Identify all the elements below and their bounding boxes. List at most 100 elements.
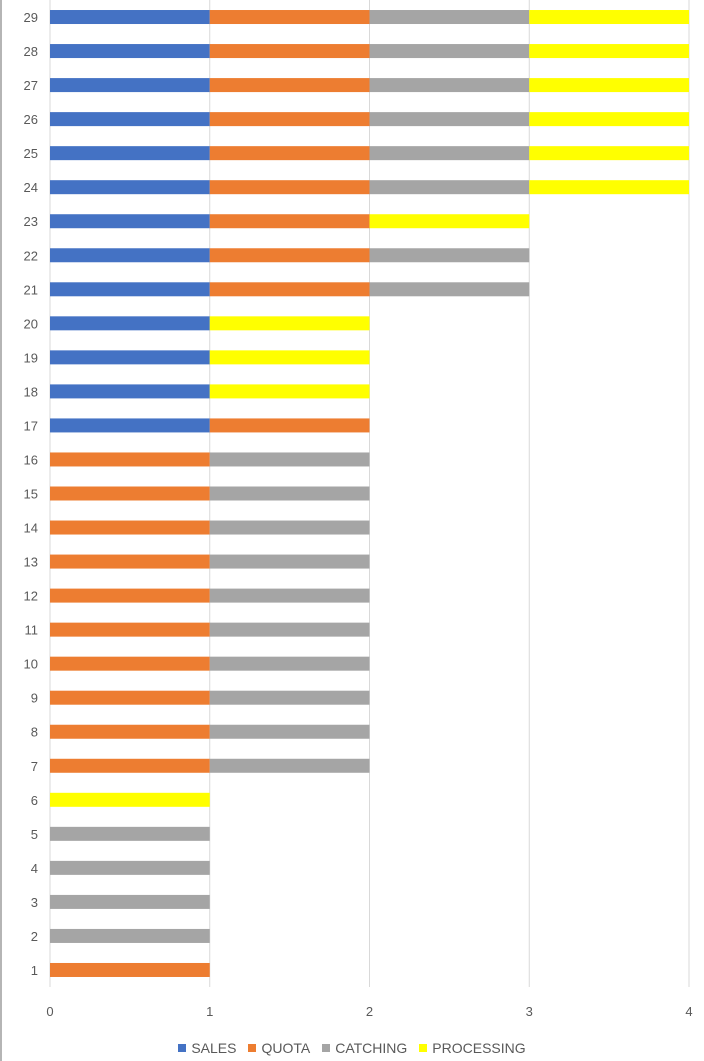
y-tick-label: 24 [24, 180, 38, 195]
y-tick-label: 18 [24, 384, 38, 399]
bar-segment [50, 928, 210, 943]
y-tick-label: 3 [31, 895, 38, 910]
bar-segment [369, 44, 530, 59]
bar-segment [369, 180, 530, 195]
bar-segment [50, 860, 210, 875]
x-tick-label: 4 [685, 1004, 692, 1019]
bar-segment [50, 520, 210, 535]
bar-segment [209, 520, 370, 535]
bar-segment [209, 282, 370, 297]
y-tick-label: 25 [24, 146, 38, 161]
bar-segment [50, 656, 210, 671]
legend-label: PROCESSING [432, 1040, 526, 1056]
bar-segment [529, 78, 689, 93]
bar-segment [50, 758, 210, 773]
legend-label: QUOTA [261, 1040, 311, 1056]
y-tick-label: 19 [24, 350, 38, 365]
bar-segment [209, 656, 370, 671]
bar-segment [209, 146, 370, 161]
bar-segment [209, 588, 370, 603]
bar-segment [209, 486, 370, 501]
bar-segment [50, 486, 210, 501]
bar-segment [209, 690, 370, 705]
bar-segment [50, 44, 210, 59]
bar-segment [209, 44, 370, 59]
y-tick-label: 21 [24, 282, 38, 297]
bar-segment [50, 554, 210, 569]
bar-segment [50, 10, 210, 25]
bar-segment [50, 452, 210, 467]
legend-item: QUOTA [248, 1040, 310, 1056]
bar-segment [369, 78, 530, 93]
legend-item: CATCHING [322, 1040, 407, 1056]
bar-segment [209, 350, 370, 365]
bar-segment [369, 248, 530, 263]
y-tick-label: 29 [24, 10, 38, 25]
y-tick-label: 12 [24, 589, 38, 604]
bar-segment [50, 962, 210, 977]
y-tick-label: 27 [24, 78, 38, 93]
chart-legend: SALES QUOTA CATCHING PROCESSING [0, 1040, 704, 1056]
legend-swatch [248, 1044, 257, 1052]
bar-segment [209, 418, 370, 433]
y-tick-label: 26 [24, 112, 38, 127]
bar-segment [50, 78, 210, 93]
y-tick-label: 8 [31, 725, 38, 740]
bar-segment [50, 622, 210, 637]
bar-segment [529, 10, 689, 25]
bar-segment [50, 418, 210, 433]
legend-label: SALES [191, 1040, 237, 1056]
y-tick-label: 22 [24, 248, 38, 263]
legend-label: CATCHING [335, 1040, 408, 1056]
y-tick-label: 17 [24, 418, 38, 433]
bar-segment [50, 282, 210, 297]
y-tick-label: 6 [31, 793, 38, 808]
y-tick-label: 5 [31, 827, 38, 842]
y-tick-label: 14 [24, 521, 38, 536]
y-tick-label: 11 [25, 623, 39, 638]
bar-segment [209, 758, 370, 773]
y-tick-label: 13 [24, 555, 38, 570]
y-tick-label: 10 [24, 657, 38, 672]
bar-segment [209, 452, 370, 467]
bar-segment [369, 146, 530, 161]
bar-segment [50, 350, 210, 365]
bar-segment [209, 180, 370, 195]
y-tick-label: 20 [24, 316, 38, 331]
y-tick-label: 28 [24, 44, 38, 59]
legend-swatch [419, 1044, 428, 1052]
bar-segment [369, 282, 530, 297]
legend-item: PROCESSING [419, 1040, 526, 1056]
bar-segment [529, 180, 689, 195]
bar-segment [529, 44, 689, 59]
bar-segment [369, 10, 530, 25]
x-tick-label: 2 [366, 1004, 373, 1019]
x-tick-label: 3 [526, 1004, 533, 1019]
bar-segment [209, 248, 370, 263]
legend-swatch [178, 1044, 187, 1052]
y-tick-label: 16 [24, 452, 38, 467]
bar-segment [50, 180, 210, 195]
bar-segment [50, 248, 210, 263]
bar-segment [209, 214, 370, 229]
x-tick-label: 0 [46, 1004, 53, 1019]
bar-segment [209, 78, 370, 93]
y-tick-label: 7 [31, 759, 38, 774]
y-tick-label: 23 [24, 214, 38, 229]
bar-segment [209, 10, 370, 25]
bar-segment [50, 724, 210, 739]
bar-segment [50, 690, 210, 705]
bar-segment [209, 316, 370, 331]
bar-segment [50, 588, 210, 603]
bar-segment [50, 384, 210, 399]
bar-segment [50, 214, 210, 229]
legend-swatch [322, 1044, 331, 1052]
bar-segment [50, 826, 210, 841]
bar-segment [209, 384, 370, 399]
bar-segment [369, 214, 530, 229]
bar-segment [50, 894, 210, 909]
bar-segment [209, 554, 370, 569]
bar-segment [529, 112, 689, 127]
y-tick-label: 4 [31, 861, 38, 876]
